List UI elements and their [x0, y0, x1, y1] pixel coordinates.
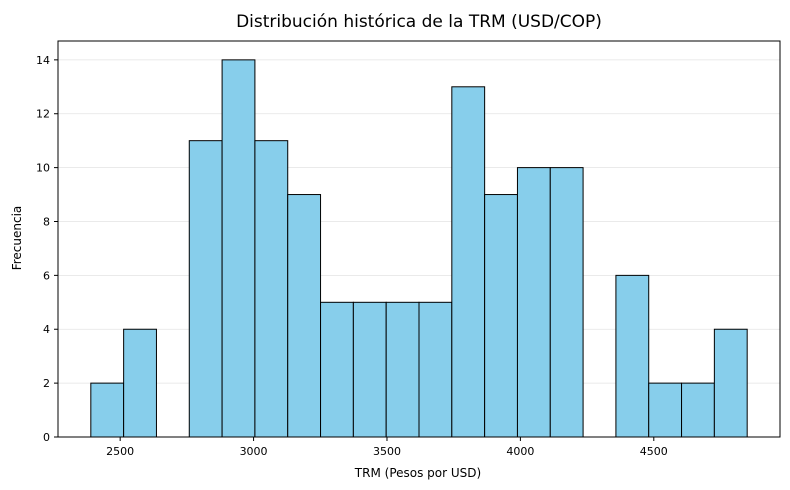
bar-9	[385, 301, 420, 438]
y-axis-label: Frecuencia	[10, 206, 24, 271]
x-tick-label-0: 2500	[106, 445, 134, 458]
bar-6	[287, 194, 322, 438]
axes: 0 2 4 6 8 10 12 14 2500 3000 3500 4000 4500	[36, 40, 781, 458]
y-tick-label-2: 4	[43, 323, 50, 336]
y-tick-label-7: 14	[36, 54, 50, 67]
bars	[90, 59, 748, 438]
bar-11	[451, 86, 486, 438]
bar-8	[352, 301, 387, 438]
bar-10	[418, 301, 453, 438]
chart-title: Distribución histórica de la TRM (USD/CO…	[236, 12, 602, 32]
x-tick-label-1: 3000	[240, 445, 268, 458]
bar-4	[221, 59, 256, 438]
bar-18	[681, 382, 715, 438]
bar-16	[615, 274, 650, 438]
bar-0	[90, 382, 125, 438]
y-tick-label-6: 12	[36, 108, 50, 121]
x-axis-label: TRM (Pesos por USD)	[354, 466, 481, 480]
x-tick-label-2: 3500	[373, 445, 401, 458]
bar-17	[648, 382, 683, 438]
bar-1	[123, 328, 157, 438]
plot-frame	[57, 40, 781, 438]
bar-13	[516, 167, 551, 438]
y-tick-label-3: 6	[43, 269, 50, 282]
bar-5	[254, 140, 289, 438]
bar-7	[320, 301, 354, 438]
y-tick-label-4: 8	[43, 215, 50, 228]
bar-14	[549, 167, 584, 438]
y-tick-label-0: 0	[43, 431, 50, 444]
y-tick-label-5: 10	[36, 162, 50, 175]
y-tick-label-1: 2	[43, 377, 50, 390]
bar-19	[713, 328, 748, 438]
bar-12	[484, 194, 518, 438]
bar-3	[188, 140, 223, 438]
x-tick-label-3: 4000	[506, 445, 534, 458]
x-tick-label-4: 4500	[640, 445, 668, 458]
